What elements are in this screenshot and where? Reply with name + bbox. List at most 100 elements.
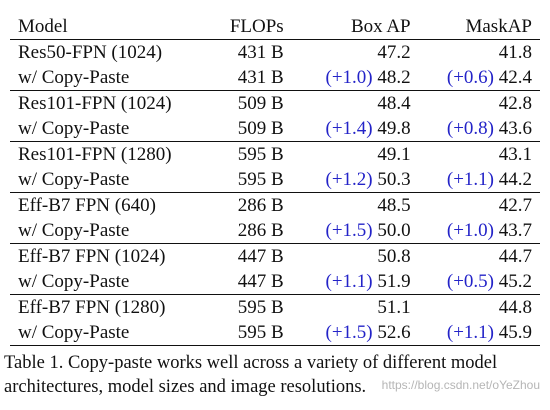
mask-ap-delta: (+1.1) <box>446 322 494 343</box>
box-ap-delta: (+1.4) <box>325 118 373 139</box>
box-ap-value: 52.6 <box>377 322 411 343</box>
mask-ap-cell: 44.8 <box>411 295 540 321</box>
box-ap-delta: (+1.0) <box>325 67 373 88</box>
results-table: Model FLOPs Box AP MaskAP Res50-FPN (102… <box>10 14 540 346</box>
table-row: Eff-B7 FPN (640) 286 B 48.5 42.7 <box>10 193 540 219</box>
box-ap-cell: 49.1 <box>284 142 411 168</box>
model-cell: Eff-B7 FPN (640) <box>18 195 156 216</box>
mask-ap-value: 45.2 <box>498 271 532 292</box>
box-ap-value: 47.2 <box>377 42 411 63</box>
table-row: Res101-FPN (1024) 509 B 48.4 42.8 <box>10 91 540 117</box>
box-ap-value: 50.0 <box>377 220 411 241</box>
mask-ap-cell: (+0.8) 43.6 <box>410 116 540 142</box>
box-ap-delta: (+1.5) <box>325 322 373 343</box>
mask-ap-value: 43.1 <box>498 144 532 165</box>
table-row: w/ Copy-Paste 595 B (+1.5) 52.6 (+1.1) 45.9 <box>10 320 540 346</box>
header-box-ap: Box AP <box>283 14 411 40</box>
mask-ap-cell: (+1.0) 43.7 <box>410 218 540 244</box>
mask-ap-delta: (+1.1) <box>446 169 494 190</box>
mask-ap-value: 41.8 <box>498 42 532 63</box>
mask-ap-cell: (+0.6) 42.4 <box>410 65 540 91</box>
mask-ap-delta: (+1.0) <box>446 220 494 241</box>
box-ap-cell: (+1.4) 49.8 <box>283 116 411 142</box>
flops-cell: 286 B <box>237 195 284 216</box>
mask-ap-value: 44.7 <box>498 246 532 267</box>
mask-ap-cell: (+1.1) 45.9 <box>410 320 540 346</box>
header-model: Model <box>10 14 206 40</box>
table-body: Res50-FPN (1024) 431 B 47.2 41.8 w/ Copy-Pas… <box>10 40 540 346</box>
table-row: Res50-FPN (1024) 431 B 47.2 41.8 <box>10 40 540 66</box>
box-ap-value: 49.8 <box>377 118 411 139</box>
box-ap-value: 51.9 <box>377 271 411 292</box>
model-cell: w/ Copy-Paste <box>10 320 206 346</box>
header-mask-ap: MaskAP <box>410 14 540 40</box>
mask-ap-value: 43.7 <box>498 220 532 241</box>
table-row: Eff-B7 FPN (1280) 595 B 51.1 44.8 <box>10 295 540 321</box>
table-row: Res101-FPN (1280) 595 B 49.1 43.1 <box>10 142 540 168</box>
model-cell: Eff-B7 FPN (1024) <box>18 246 166 267</box>
mask-ap-cell: 42.8 <box>411 91 540 117</box>
table-caption: Table 1. Copy-paste works well across a … <box>4 353 498 397</box>
flops-cell: 595 B <box>237 297 284 318</box>
flops-cell: 447 B <box>205 269 284 295</box>
table-row: w/ Copy-Paste 286 B (+1.5) 50.0 (+1.0) 43.7 <box>10 218 540 244</box>
mask-ap-cell: 43.1 <box>411 142 540 168</box>
model-cell: Res101-FPN (1280) <box>18 144 172 165</box>
model-cell: w/ Copy-Paste <box>10 65 206 91</box>
mask-ap-value: 42.7 <box>498 195 532 216</box>
table-row: w/ Copy-Paste 509 B (+1.4) 49.8 (+0.8) 43.6 <box>10 116 540 142</box>
watermark: https://blog.csdn.net/oYeZhou <box>381 378 540 392</box>
mask-ap-delta: (+0.8) <box>446 118 494 139</box>
flops-cell: 431 B <box>205 65 284 91</box>
box-ap-cell: (+1.2) 50.3 <box>283 167 411 193</box>
table-row: w/ Copy-Paste 431 B (+1.0) 48.2 (+0.6) 42.4 <box>10 65 540 91</box>
box-ap-cell: 47.2 <box>284 40 411 66</box>
model-cell: w/ Copy-Paste <box>10 218 206 244</box>
box-ap-delta: (+1.2) <box>325 169 373 190</box>
flops-cell: 509 B <box>205 116 284 142</box>
mask-ap-value: 43.6 <box>498 118 532 139</box>
table-row: w/ Copy-Paste 595 B (+1.2) 50.3 (+1.1) 44.2 <box>10 167 540 193</box>
model-cell: w/ Copy-Paste <box>10 167 206 193</box>
box-ap-delta: (+1.5) <box>325 220 373 241</box>
box-ap-value: 50.8 <box>377 246 411 267</box>
model-cell: Eff-B7 FPN (1280) <box>18 297 166 318</box>
mask-ap-value: 44.2 <box>498 169 532 190</box>
flops-cell: 595 B <box>205 320 284 346</box>
flops-cell: 595 B <box>205 167 284 193</box>
box-ap-value: 51.1 <box>377 297 411 318</box>
box-ap-value: 48.5 <box>377 195 411 216</box>
header-flops: FLOPs <box>205 14 284 40</box>
box-ap-cell: (+1.5) 50.0 <box>283 218 411 244</box>
box-ap-value: 48.2 <box>377 67 411 88</box>
mask-ap-value: 45.9 <box>498 322 532 343</box>
box-ap-value: 48.4 <box>377 93 411 114</box>
model-cell: Res101-FPN (1024) <box>18 93 172 114</box>
mask-ap-delta: (+0.6) <box>446 67 494 88</box>
mask-ap-cell: (+1.1) 44.2 <box>410 167 540 193</box>
box-ap-delta: (+1.1) <box>325 271 373 292</box>
flops-cell: 509 B <box>237 93 284 114</box>
box-ap-cell: 48.5 <box>284 193 411 219</box>
box-ap-cell: 48.4 <box>284 91 411 117</box>
mask-ap-cell: 44.7 <box>411 244 540 270</box>
table-row: Eff-B7 FPN (1024) 447 B 50.8 44.7 <box>10 244 540 270</box>
box-ap-value: 49.1 <box>377 144 411 165</box>
model-cell: w/ Copy-Paste <box>10 269 206 295</box>
flops-cell: 431 B <box>237 42 284 63</box>
box-ap-cell: 51.1 <box>284 295 411 321</box>
mask-ap-cell: (+0.5) 45.2 <box>410 269 540 295</box>
mask-ap-delta: (+0.5) <box>446 271 494 292</box>
box-ap-value: 50.3 <box>377 169 411 190</box>
mask-ap-value: 44.8 <box>498 297 532 318</box>
header-row: Model FLOPs Box AP MaskAP <box>10 14 540 40</box>
flops-cell: 286 B <box>205 218 284 244</box>
box-ap-cell: 50.8 <box>284 244 411 270</box>
mask-ap-cell: 41.8 <box>411 40 540 66</box>
table-row: w/ Copy-Paste 447 B (+1.1) 51.9 (+0.5) 45.2 <box>10 269 540 295</box>
table-header: Model FLOPs Box AP MaskAP <box>10 14 540 40</box>
box-ap-cell: (+1.1) 51.9 <box>283 269 411 295</box>
mask-ap-cell: 42.7 <box>411 193 540 219</box>
model-cell: Res50-FPN (1024) <box>18 42 163 63</box>
